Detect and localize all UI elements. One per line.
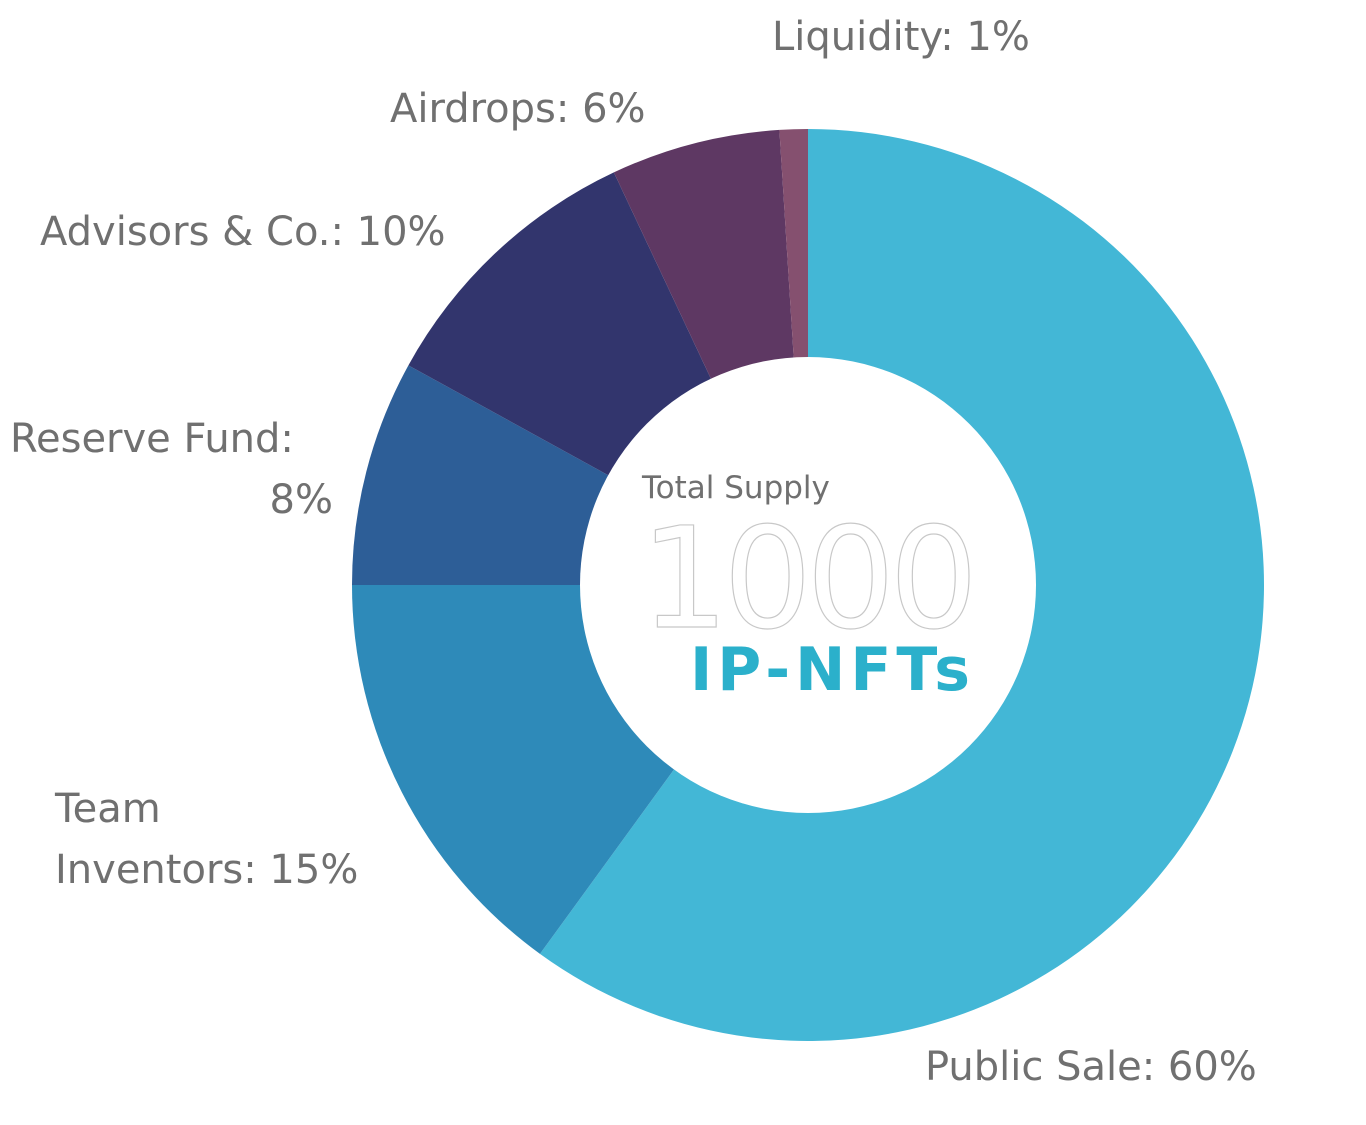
center-summary: Total Supply 1000 IP-NFTs (639, 470, 978, 705)
center-value: 1000 (640, 498, 972, 661)
center-caption: Total Supply (641, 470, 830, 506)
slice-labels: Liquidity: 1% Airdrops: 6% Advisors & Co… (10, 14, 1257, 1090)
label-team-line2: Inventors: 15% (55, 847, 358, 893)
label-advisors: Advisors & Co.: 10% (40, 209, 446, 255)
label-reserve-fund-line2: 8% (270, 477, 333, 523)
label-team-line1: Team (54, 786, 161, 832)
donut-hole (580, 357, 1036, 813)
label-liquidity: Liquidity: 1% (772, 14, 1030, 60)
label-airdrops: Airdrops: 6% (390, 86, 646, 132)
label-reserve-fund-line1: Reserve Fund: (10, 416, 294, 462)
label-public-sale: Public Sale: 60% (925, 1044, 1257, 1090)
center-unit: IP-NFTs (690, 635, 975, 705)
